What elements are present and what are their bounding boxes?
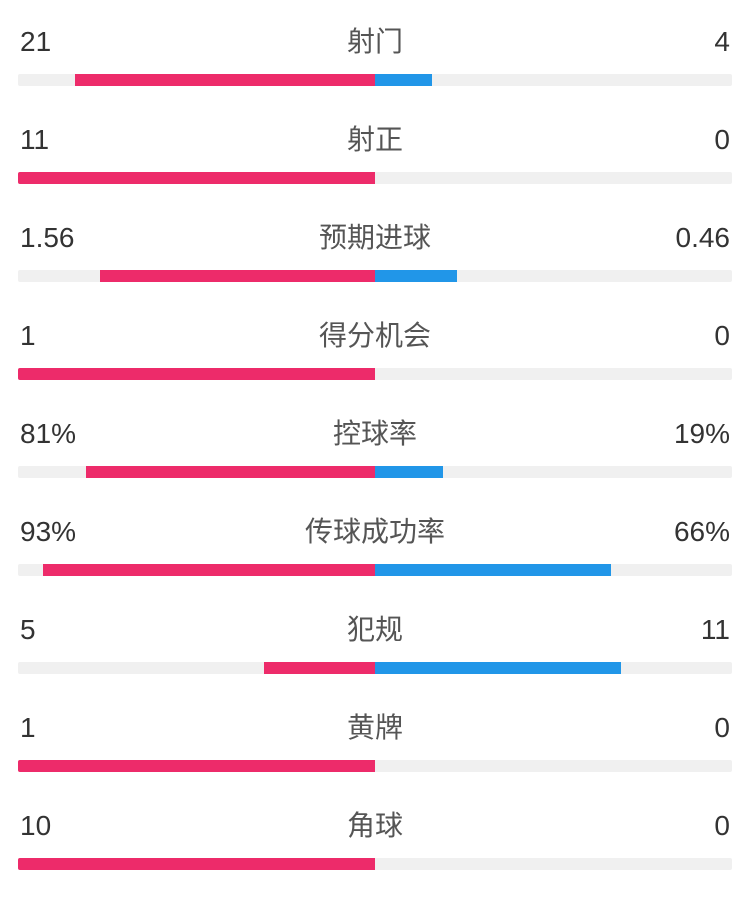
stat-label: 犯规 bbox=[100, 608, 650, 648]
bar-right-half bbox=[375, 270, 732, 282]
stat-header: 1.56 预期进球 0.46 bbox=[18, 216, 732, 256]
stat-row: 5 犯规 11 bbox=[18, 608, 732, 674]
bar-right-half bbox=[375, 172, 732, 184]
stat-left-value: 1 bbox=[20, 712, 100, 744]
bar-right-fill bbox=[375, 74, 432, 86]
bar-left-fill bbox=[43, 564, 375, 576]
bar-left-fill bbox=[75, 74, 375, 86]
bar-left-fill bbox=[18, 760, 375, 772]
stat-right-value: 11 bbox=[650, 614, 730, 646]
stat-right-value: 66% bbox=[650, 516, 730, 548]
stat-bar-track bbox=[18, 368, 732, 380]
stat-label: 角球 bbox=[100, 804, 650, 844]
stat-header: 21 射门 4 bbox=[18, 20, 732, 60]
match-stats-panel: 21 射门 4 11 射正 0 1.56 bbox=[18, 20, 732, 870]
bar-left-half bbox=[18, 858, 375, 870]
stat-bar-track bbox=[18, 270, 732, 282]
bar-right-fill bbox=[375, 662, 621, 674]
bar-left-fill bbox=[18, 368, 375, 380]
stat-right-value: 0 bbox=[650, 810, 730, 842]
bar-left-half bbox=[18, 270, 375, 282]
stat-left-value: 10 bbox=[20, 810, 100, 842]
bar-left-half bbox=[18, 368, 375, 380]
stat-row: 81% 控球率 19% bbox=[18, 412, 732, 478]
stat-left-value: 1.56 bbox=[20, 222, 100, 254]
bar-right-half bbox=[375, 74, 732, 86]
stat-bar-track bbox=[18, 172, 732, 184]
stat-row: 1 黄牌 0 bbox=[18, 706, 732, 772]
stat-label: 预期进球 bbox=[100, 216, 650, 256]
bar-right-half bbox=[375, 662, 732, 674]
stat-right-value: 0 bbox=[650, 320, 730, 352]
stat-bar-track bbox=[18, 466, 732, 478]
stat-right-value: 0 bbox=[650, 712, 730, 744]
stat-row: 10 角球 0 bbox=[18, 804, 732, 870]
stat-label: 射正 bbox=[100, 118, 650, 158]
stat-left-value: 5 bbox=[20, 614, 100, 646]
stat-label: 射门 bbox=[100, 20, 650, 60]
bar-right-half bbox=[375, 564, 732, 576]
bar-left-half bbox=[18, 172, 375, 184]
stat-right-value: 4 bbox=[650, 26, 730, 58]
stat-label: 传球成功率 bbox=[100, 510, 650, 550]
stat-label: 控球率 bbox=[100, 412, 650, 452]
stat-header: 5 犯规 11 bbox=[18, 608, 732, 648]
stat-right-value: 0 bbox=[650, 124, 730, 156]
bar-right-fill bbox=[375, 564, 611, 576]
stat-label: 得分机会 bbox=[100, 314, 650, 354]
bar-right-fill bbox=[375, 270, 457, 282]
stat-bar-track bbox=[18, 858, 732, 870]
stat-left-value: 1 bbox=[20, 320, 100, 352]
bar-left-fill bbox=[100, 270, 375, 282]
bar-left-half bbox=[18, 564, 375, 576]
stat-header: 81% 控球率 19% bbox=[18, 412, 732, 452]
bar-left-half bbox=[18, 662, 375, 674]
stat-right-value: 0.46 bbox=[650, 222, 730, 254]
stat-bar-track bbox=[18, 564, 732, 576]
bar-left-fill bbox=[18, 172, 375, 184]
stat-right-value: 19% bbox=[650, 418, 730, 450]
stat-header: 93% 传球成功率 66% bbox=[18, 510, 732, 550]
bar-right-half bbox=[375, 858, 732, 870]
stat-row: 1.56 预期进球 0.46 bbox=[18, 216, 732, 282]
stat-left-value: 21 bbox=[20, 26, 100, 58]
stat-row: 1 得分机会 0 bbox=[18, 314, 732, 380]
stat-header: 11 射正 0 bbox=[18, 118, 732, 158]
stat-row: 21 射门 4 bbox=[18, 20, 732, 86]
stat-row: 93% 传球成功率 66% bbox=[18, 510, 732, 576]
bar-left-fill bbox=[86, 466, 375, 478]
stat-bar-track bbox=[18, 662, 732, 674]
bar-left-fill bbox=[264, 662, 375, 674]
bar-left-half bbox=[18, 760, 375, 772]
bar-left-fill bbox=[18, 858, 375, 870]
bar-right-half bbox=[375, 368, 732, 380]
bar-right-half bbox=[375, 760, 732, 772]
stat-bar-track bbox=[18, 74, 732, 86]
stat-label: 黄牌 bbox=[100, 706, 650, 746]
stat-row: 11 射正 0 bbox=[18, 118, 732, 184]
bar-left-half bbox=[18, 74, 375, 86]
stat-left-value: 81% bbox=[20, 418, 100, 450]
stat-bar-track bbox=[18, 760, 732, 772]
stat-header: 1 得分机会 0 bbox=[18, 314, 732, 354]
bar-right-fill bbox=[375, 466, 443, 478]
stat-header: 10 角球 0 bbox=[18, 804, 732, 844]
bar-left-half bbox=[18, 466, 375, 478]
stat-header: 1 黄牌 0 bbox=[18, 706, 732, 746]
bar-right-half bbox=[375, 466, 732, 478]
stat-left-value: 93% bbox=[20, 516, 100, 548]
stat-left-value: 11 bbox=[20, 124, 100, 156]
